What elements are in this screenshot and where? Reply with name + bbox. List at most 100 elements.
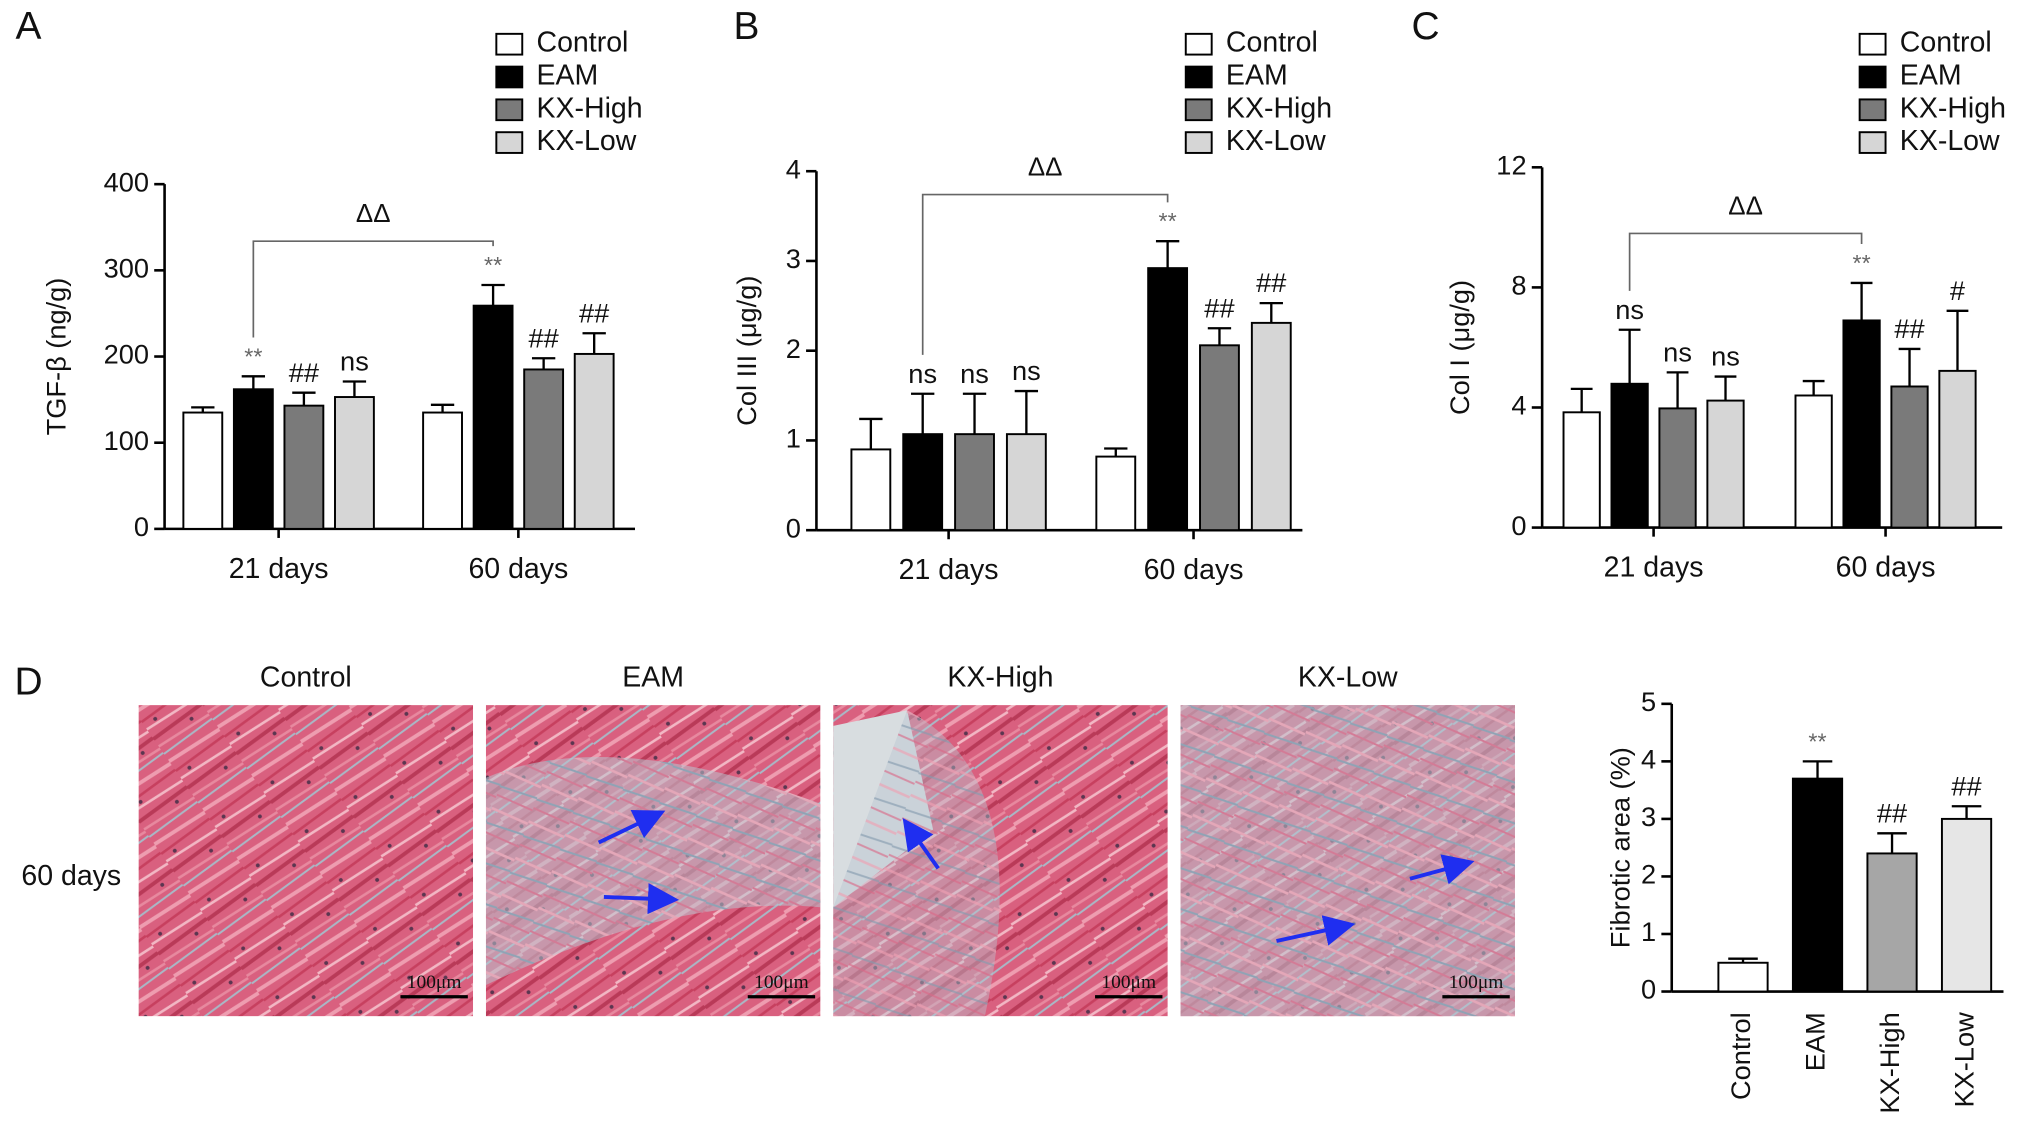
legend-swatch xyxy=(1858,98,1887,122)
x-tick-label: KX-High xyxy=(1874,1012,1905,1113)
y-axis-label: TGF-β (ng/g) xyxy=(41,278,72,436)
bracket xyxy=(921,193,1169,355)
significance-label: ## xyxy=(1256,267,1286,298)
legend-label: KX-High xyxy=(537,92,643,124)
legend-swatch xyxy=(495,32,524,56)
y-tick-label: 12 xyxy=(1496,150,1526,181)
bracket xyxy=(252,240,494,338)
significance-label: ** xyxy=(1808,728,1826,754)
bar xyxy=(573,352,615,530)
x-tick-label: 60 days xyxy=(468,553,568,585)
significance-label: ## xyxy=(289,357,319,388)
arrow xyxy=(1409,854,1475,885)
image-title: KX-Low xyxy=(1298,662,1398,694)
y-tick-label: 4 xyxy=(786,153,801,184)
bar xyxy=(1658,407,1697,529)
legend-label: KX-Low xyxy=(1900,125,2000,157)
y-tick-label: 0 xyxy=(1511,510,1526,541)
legend-swatch xyxy=(1184,131,1213,154)
bar xyxy=(954,433,995,532)
legend-label: KX-Low xyxy=(1226,125,1326,157)
y-tick-label: 0 xyxy=(134,511,149,542)
panel-letter: D xyxy=(14,661,42,704)
significance-label: ns xyxy=(960,358,989,389)
y-axis-label: Fibrotic area (%) xyxy=(1605,747,1636,948)
panel-letter: B xyxy=(733,5,759,48)
significance-label: ## xyxy=(1877,797,1907,828)
histology-image xyxy=(138,705,474,1017)
bar xyxy=(472,304,514,530)
legend-swatch xyxy=(1184,32,1213,56)
bar xyxy=(1199,344,1240,532)
legend-swatch xyxy=(495,65,524,89)
y-tick-label: 200 xyxy=(104,339,149,370)
significance-label: ## xyxy=(1951,770,1981,801)
significance-label: ## xyxy=(1894,313,1924,344)
significance-label: ## xyxy=(529,322,559,353)
legend-swatch xyxy=(1184,98,1213,122)
legend-label: KX-Low xyxy=(537,125,637,157)
arrow xyxy=(902,817,940,870)
image-title: KX-High xyxy=(947,662,1053,694)
y-tick-label: 0 xyxy=(1641,974,1656,1005)
histology-images xyxy=(138,705,1515,1017)
scale-bar-label: 100μm xyxy=(407,972,462,993)
bar xyxy=(1842,319,1881,529)
legend-swatch xyxy=(1858,65,1887,89)
legend-label: EAM xyxy=(1226,60,1288,92)
legend-swatch xyxy=(1858,131,1887,154)
bar xyxy=(1938,369,1977,529)
x-tick-label: 21 days xyxy=(899,554,999,586)
significance-label: ns xyxy=(908,358,937,389)
bar xyxy=(1562,411,1601,529)
bar xyxy=(1940,817,1993,993)
significance-label: ns xyxy=(1615,294,1644,325)
y-tick-label: 300 xyxy=(104,253,149,284)
arrow xyxy=(597,810,666,845)
y-tick-label: 400 xyxy=(104,166,149,197)
x-tick-label: EAM xyxy=(1800,1012,1831,1071)
arrow xyxy=(1276,915,1356,946)
x-tick-label: 60 days xyxy=(1836,552,1936,584)
legend-label: KX-High xyxy=(1900,92,2006,124)
bar xyxy=(1890,385,1929,529)
y-tick-label: 3 xyxy=(786,243,801,274)
bracket-label: ΔΔ xyxy=(356,200,391,228)
x-tick-label: KX-Low xyxy=(1949,1012,1980,1108)
significance-label: ** xyxy=(1159,208,1177,234)
panel-letter: C xyxy=(1411,5,1439,48)
panel-letter: A xyxy=(16,5,42,48)
bracket-label: ΔΔ xyxy=(1728,192,1763,220)
bar xyxy=(1095,455,1137,532)
legend-label: EAM xyxy=(537,60,599,92)
legend-label: Control xyxy=(1226,27,1318,59)
y-axis-label: Col III (μg/g) xyxy=(731,276,762,426)
bar xyxy=(902,433,944,532)
scale-bar-label: 100μm xyxy=(1101,972,1156,993)
legend-label: EAM xyxy=(1900,60,1962,92)
legend-label: KX-High xyxy=(1226,92,1332,124)
legend-swatch xyxy=(495,131,524,154)
significance-label: ## xyxy=(1204,292,1234,323)
bar xyxy=(523,368,565,530)
y-tick-label: 1 xyxy=(786,423,801,454)
fibrosis-region xyxy=(485,756,821,986)
bracket-label: ΔΔ xyxy=(1028,153,1063,181)
bar xyxy=(1794,394,1833,529)
significance-label: # xyxy=(1950,275,1965,306)
significance-label: ** xyxy=(1853,250,1871,276)
bar xyxy=(1717,961,1769,993)
y-tick-label: 0 xyxy=(786,512,801,543)
fibrosis-region xyxy=(1180,705,1515,1017)
legend-swatch xyxy=(495,98,524,122)
legend-swatch xyxy=(1184,65,1213,89)
y-tick-label: 4 xyxy=(1641,744,1656,775)
y-tick-label: 8 xyxy=(1511,270,1526,301)
bar xyxy=(1250,321,1292,532)
bar xyxy=(232,388,274,530)
bracket xyxy=(1628,232,1863,291)
bar xyxy=(422,411,463,530)
significance-label: ns xyxy=(1711,341,1740,372)
bar xyxy=(1005,433,1047,532)
